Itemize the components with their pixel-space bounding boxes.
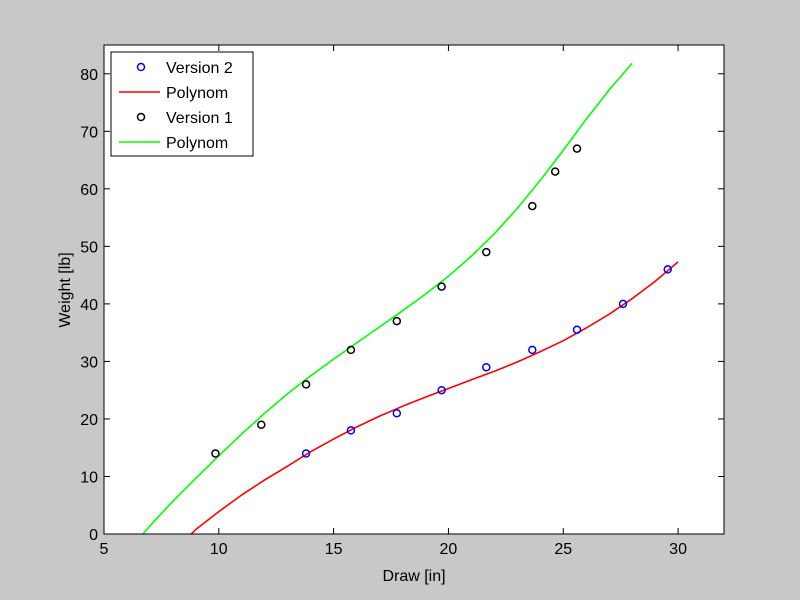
tick-labels: 5 10 15 20 25 30 0 10 20 30 40 50 60 70 80: [80, 67, 687, 558]
y-tick-label-0: 0: [89, 527, 98, 544]
y-tick-label-50: 50: [80, 239, 98, 256]
data-point-s0-8: [663, 265, 672, 274]
data-markers: [211, 144, 672, 458]
y-tick-label-10: 10: [80, 469, 98, 486]
y-axis-label: Weight [lb]: [57, 252, 74, 327]
x-tick-label-5: 5: [100, 541, 109, 558]
data-point-s2-5: [437, 282, 446, 291]
x-tick-label-15: 15: [325, 541, 343, 558]
data-point-s2-2: [301, 380, 311, 389]
axis-ticks: [103, 45, 724, 535]
y-tick-label-30: 30: [80, 354, 98, 371]
data-point-s0-2: [392, 408, 402, 418]
data-point-s2-0: [211, 449, 220, 458]
data-point-s2-1: [257, 420, 266, 429]
series-line-3: [142, 62, 633, 535]
data-point-s2-3: [346, 345, 356, 355]
x-tick-label-10: 10: [210, 541, 228, 558]
legend-label-version-1: Version 1: [166, 110, 233, 127]
x-axis-label: Draw [in]: [382, 568, 445, 585]
legend-box: [110, 51, 254, 157]
fit-lines: [142, 62, 679, 535]
data-point-s0-6: [572, 325, 582, 335]
legend-marker-version-1: [136, 112, 146, 122]
data-point-s2-9: [572, 144, 582, 153]
legend-marker-version-2: [136, 62, 146, 72]
data-point-s0-3: [437, 385, 446, 395]
y-tick-label-70: 70: [80, 124, 98, 141]
data-point-s0-1: [346, 426, 356, 435]
legend-label-version-2: Version 2: [166, 60, 233, 77]
y-tick-label-60: 60: [80, 182, 98, 199]
x-tick-label-20: 20: [440, 541, 458, 558]
series-line-1: [190, 261, 679, 535]
legend: Version 2 Polynom Version 1 Polynom: [110, 51, 254, 157]
data-point-s2-8: [550, 167, 560, 176]
data-point-s0-5: [528, 345, 537, 355]
y-tick-label-80: 80: [80, 67, 98, 84]
data-point-s2-7: [528, 201, 537, 211]
data-point-s2-4: [392, 316, 402, 326]
plot-frame: [103, 44, 725, 535]
data-point-s0-7: [618, 299, 628, 309]
x-tick-label-30: 30: [669, 541, 687, 558]
legend-label-polynom-green: Polynom: [166, 135, 228, 152]
y-tick-label-20: 20: [80, 412, 98, 429]
data-point-s0-4: [482, 362, 491, 372]
y-tick-label-40: 40: [80, 297, 98, 314]
legend-label-polynom-red: Polynom: [166, 85, 228, 102]
data-point-s0-0: [301, 449, 311, 458]
x-tick-label-25: 25: [554, 541, 572, 558]
data-point-s2-6: [482, 247, 491, 257]
